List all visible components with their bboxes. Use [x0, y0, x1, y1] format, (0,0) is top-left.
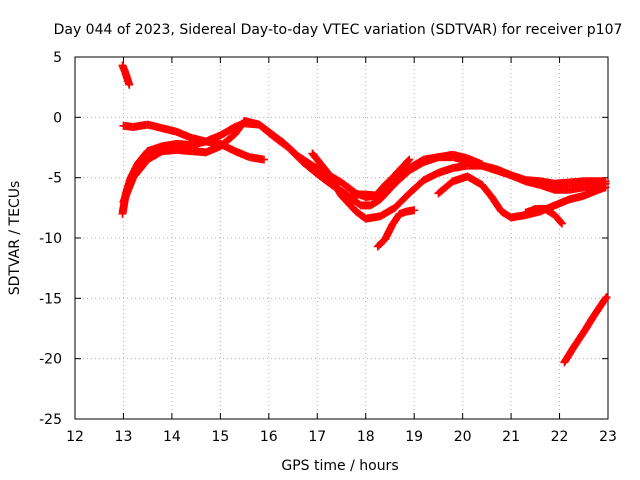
x-tick-label: 17 [308, 429, 326, 445]
series-s6 [347, 153, 610, 200]
series-s1 [118, 61, 134, 89]
x-tick-label: 21 [502, 429, 520, 445]
x-tick-label: 16 [260, 429, 278, 445]
x-tick-label: 12 [66, 429, 84, 445]
y-tick-label: -15 [39, 291, 62, 307]
data-series [118, 61, 611, 367]
series-trace [523, 205, 565, 227]
x-tick-label: 14 [163, 429, 181, 445]
chart-title: Day 044 of 2023, Sidereal Day-to-day VTE… [54, 22, 623, 38]
series-s9 [521, 205, 566, 228]
series-s10 [560, 293, 611, 367]
x-axis-label: GPS time / hours [281, 458, 398, 474]
x-tick-label: 18 [357, 429, 375, 445]
y-tick-label: -25 [39, 412, 62, 428]
series-trace [348, 153, 609, 200]
plot-border [74, 56, 609, 420]
x-tick-label: 22 [551, 429, 569, 445]
y-tick-label: -10 [39, 231, 62, 247]
x-tick-label: 15 [211, 429, 229, 445]
tick-labels: 12 13 14 15 16 17 18 19 20 21 22 23 5 0 -5 -10 -15 -20 -25 [39, 50, 617, 445]
x-tick-label: 13 [115, 429, 133, 445]
series-trace [561, 294, 610, 365]
x-tick-label: 20 [454, 429, 472, 445]
series-trace [375, 206, 417, 250]
series-trace [119, 62, 133, 88]
y-tick-label: -20 [39, 352, 62, 368]
x-tick-label: 23 [599, 429, 617, 445]
x-tick-label: 19 [405, 429, 423, 445]
y-tick-label: -5 [48, 171, 62, 187]
grid [75, 57, 608, 419]
series-s7 [373, 206, 419, 251]
y-tick-label: 0 [53, 110, 62, 126]
y-tick-label: 5 [53, 50, 62, 66]
y-axis-label: SDTVAR / TECUs [7, 181, 23, 296]
axes [74, 56, 609, 420]
